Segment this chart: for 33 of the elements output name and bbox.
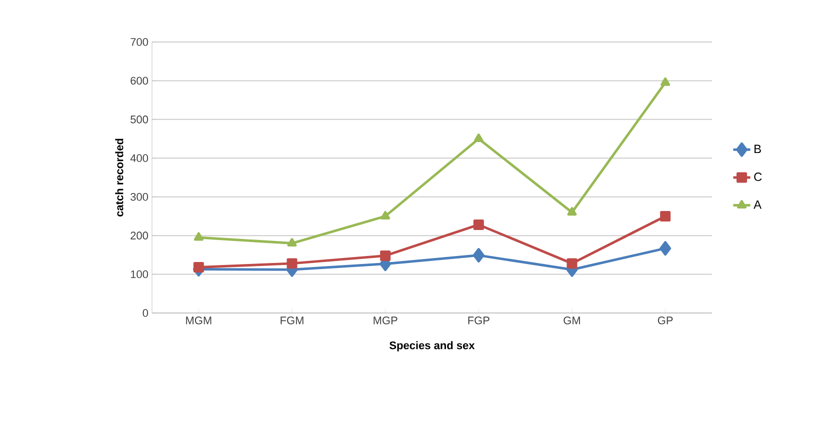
x-tick-label: GP [658, 316, 673, 324]
point [194, 232, 204, 241]
y-tick-label: 100 [130, 270, 148, 278]
y-tick-label: 700 [130, 38, 148, 46]
point [193, 262, 204, 273]
x-tick-label: MGM [186, 316, 212, 324]
y-tick-label: 400 [130, 154, 148, 162]
point [566, 258, 578, 269]
x-axis-title: Species and sex [390, 341, 475, 352]
y-tick-label: 0 [142, 309, 148, 317]
point [660, 210, 671, 222]
y-tick-label: 500 [130, 116, 148, 124]
point [474, 134, 484, 142]
point [380, 210, 390, 220]
point [472, 248, 484, 263]
x-tick-label: FGP [468, 316, 490, 324]
point [473, 219, 484, 230]
y-tick-label: 300 [130, 192, 148, 201]
point [380, 250, 391, 261]
legend-label: C [754, 172, 762, 182]
legend-label: A [754, 200, 762, 209]
point [660, 77, 670, 86]
y-tick-label: 600 [130, 76, 148, 85]
point [567, 207, 577, 216]
y-axis-title: catch recorded [115, 138, 124, 216]
point [660, 241, 672, 256]
point [287, 238, 297, 247]
x-tick-label: FGM [280, 316, 304, 324]
x-tick-label: GM [564, 316, 580, 324]
y-tick-label: 200 [130, 232, 148, 240]
point [286, 258, 298, 269]
legend-label: B [754, 144, 761, 154]
x-tick-label: MGP [374, 316, 398, 324]
